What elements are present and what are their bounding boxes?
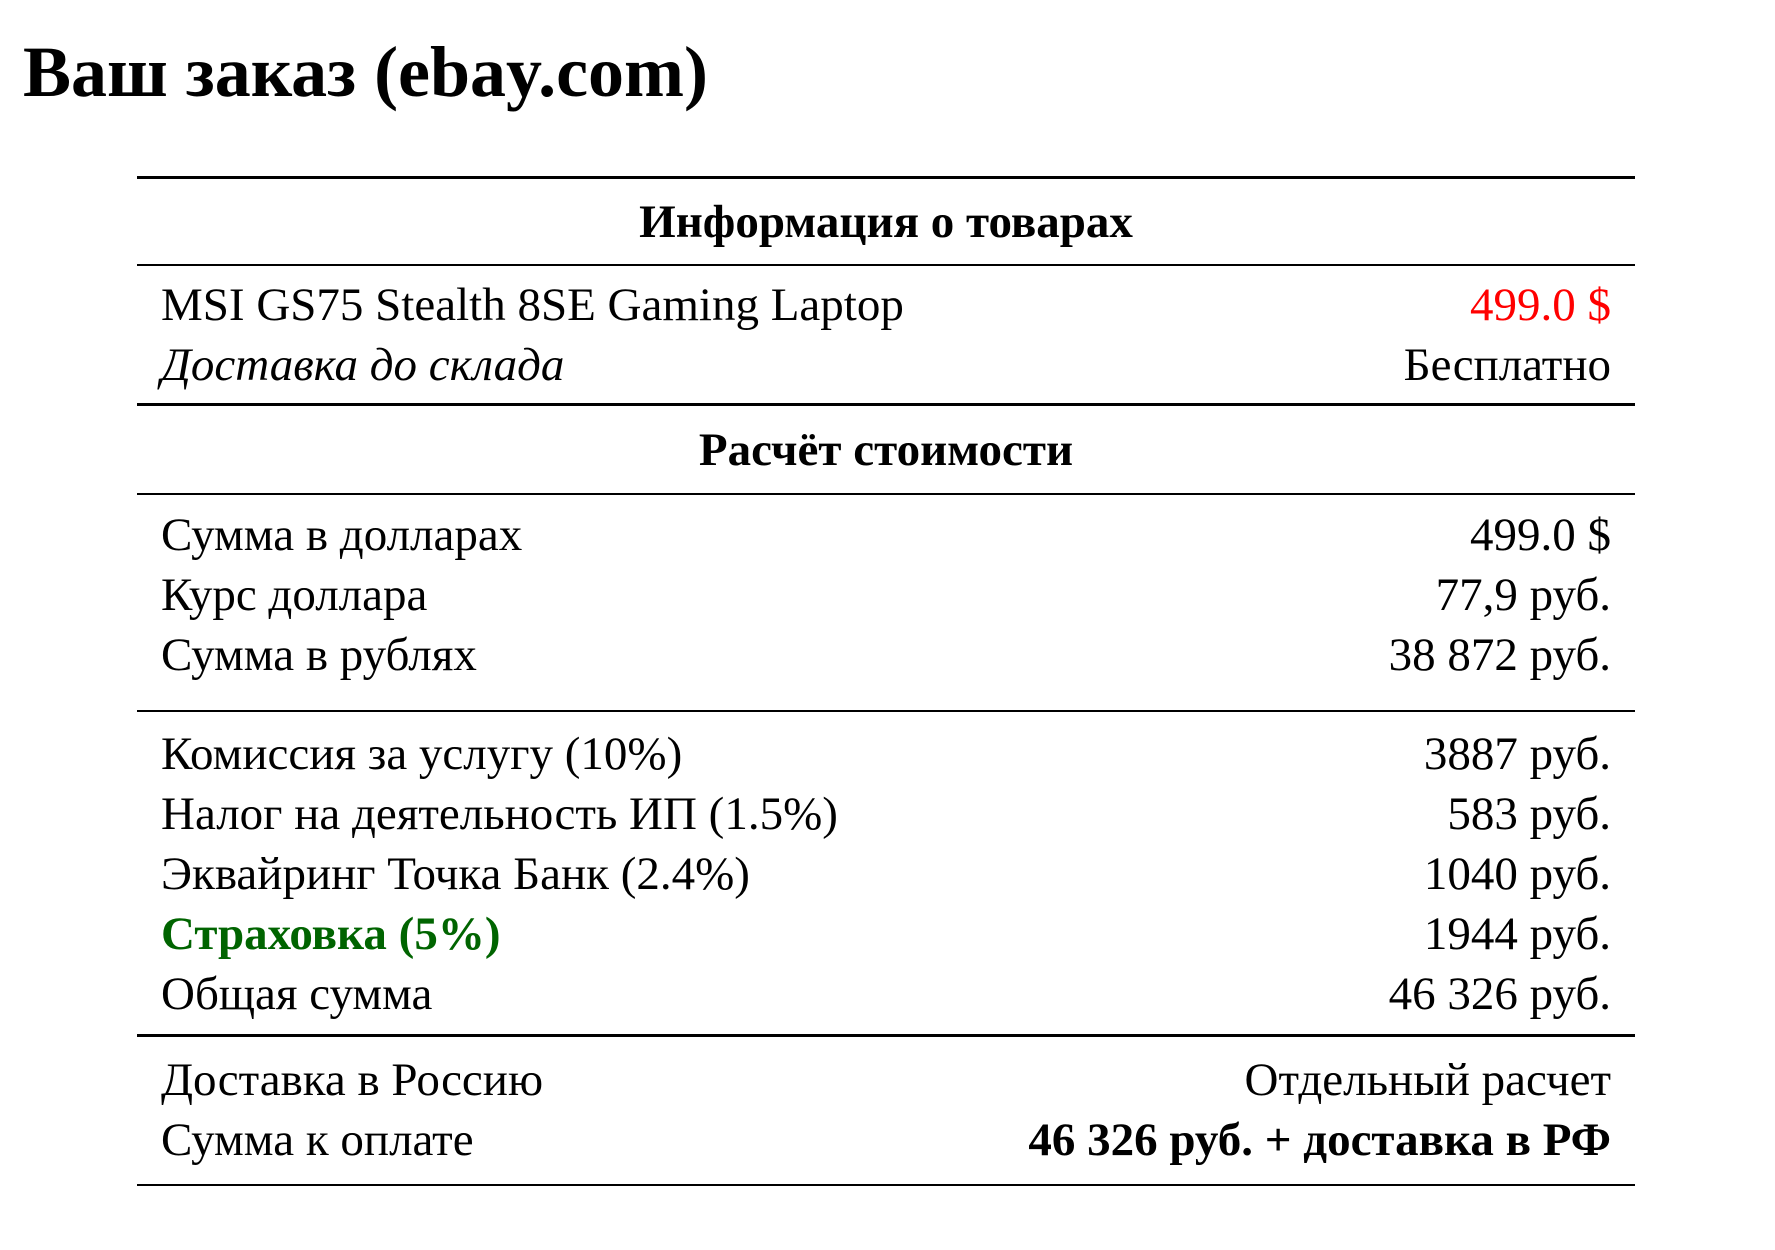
page-title: Ваш заказ (ebay.com) bbox=[23, 32, 708, 112]
divider bbox=[137, 493, 1635, 495]
divider bbox=[137, 1184, 1635, 1186]
row-label: Эквайринг Точка Банк (2.4%) bbox=[161, 848, 750, 900]
divider bbox=[137, 1034, 1635, 1037]
products-section-header: Информация о товарах bbox=[639, 195, 1133, 248]
row-label: Комиссия за услугу (10%) bbox=[161, 728, 683, 780]
row-label: Сумма в долларах bbox=[161, 509, 523, 561]
table-row: Сумма в долларах 499.0 $ bbox=[137, 505, 1635, 565]
row-label: Налог на деятельность ИП (1.5%) bbox=[161, 788, 838, 840]
row-value: 1944 руб. bbox=[1423, 908, 1611, 960]
table-row: Комиссия за услугу (10%) 3887 руб. bbox=[137, 724, 1635, 784]
warehouse-shipping-value: Бесплатно bbox=[1403, 339, 1611, 391]
product-name: MSI GS75 Stealth 8SE Gaming Laptop bbox=[161, 279, 904, 331]
row-label: Доставка в Россию bbox=[161, 1054, 544, 1106]
row-label: Курс доллара bbox=[161, 569, 428, 621]
table-row: Курс доллара 77,9 руб. bbox=[137, 565, 1635, 625]
insurance-label: Страховка (5%) bbox=[161, 908, 501, 960]
row-label: Общая сумма bbox=[161, 968, 433, 1020]
row-value: 499.0 $ bbox=[1470, 509, 1611, 561]
divider bbox=[137, 403, 1635, 406]
order-table: Информация о товарах MSI GS75 Stealth 8S… bbox=[137, 176, 1635, 1186]
table-row: Эквайринг Точка Банк (2.4%) 1040 руб. bbox=[137, 844, 1635, 904]
table-row: Сумма в рублях 38 872 руб. bbox=[137, 625, 1635, 685]
russia-shipping-row: Доставка в Россию Отдельный расчет bbox=[137, 1050, 1635, 1110]
warehouse-shipping-row: Доставка до склада Бесплатно bbox=[137, 335, 1635, 395]
row-value: 77,9 руб. bbox=[1435, 569, 1611, 621]
divider bbox=[137, 710, 1635, 712]
row-value: 3887 руб. bbox=[1423, 728, 1611, 780]
divider bbox=[137, 176, 1635, 179]
row-value: 46 326 руб. bbox=[1388, 968, 1611, 1020]
row-value: 38 872 руб. bbox=[1388, 629, 1611, 681]
row-value: 1040 руб. bbox=[1423, 848, 1611, 900]
row-value: 583 руб. bbox=[1447, 788, 1611, 840]
divider bbox=[137, 264, 1635, 266]
row-label: Сумма в рублях bbox=[161, 629, 477, 681]
product-row: MSI GS75 Stealth 8SE Gaming Laptop 499.0… bbox=[137, 275, 1635, 335]
amount-due-row: Сумма к оплате 46 326 руб. + доставка в Р… bbox=[137, 1110, 1635, 1170]
row-label: Сумма к оплате bbox=[161, 1114, 474, 1166]
calc-section-header: Расчёт стоимости bbox=[698, 423, 1074, 476]
product-price: 499.0 $ bbox=[1470, 279, 1611, 331]
row-value: Отдельный расчет bbox=[1244, 1054, 1611, 1106]
total-row: Общая сумма 46 326 руб. bbox=[137, 964, 1635, 1024]
warehouse-shipping-label: Доставка до склада bbox=[161, 339, 565, 391]
insurance-row: Страховка (5%) 1944 руб. bbox=[137, 904, 1635, 964]
table-row: Налог на деятельность ИП (1.5%) 583 руб. bbox=[137, 784, 1635, 844]
amount-due-value: 46 326 руб. + доставка в РФ bbox=[1028, 1114, 1611, 1166]
